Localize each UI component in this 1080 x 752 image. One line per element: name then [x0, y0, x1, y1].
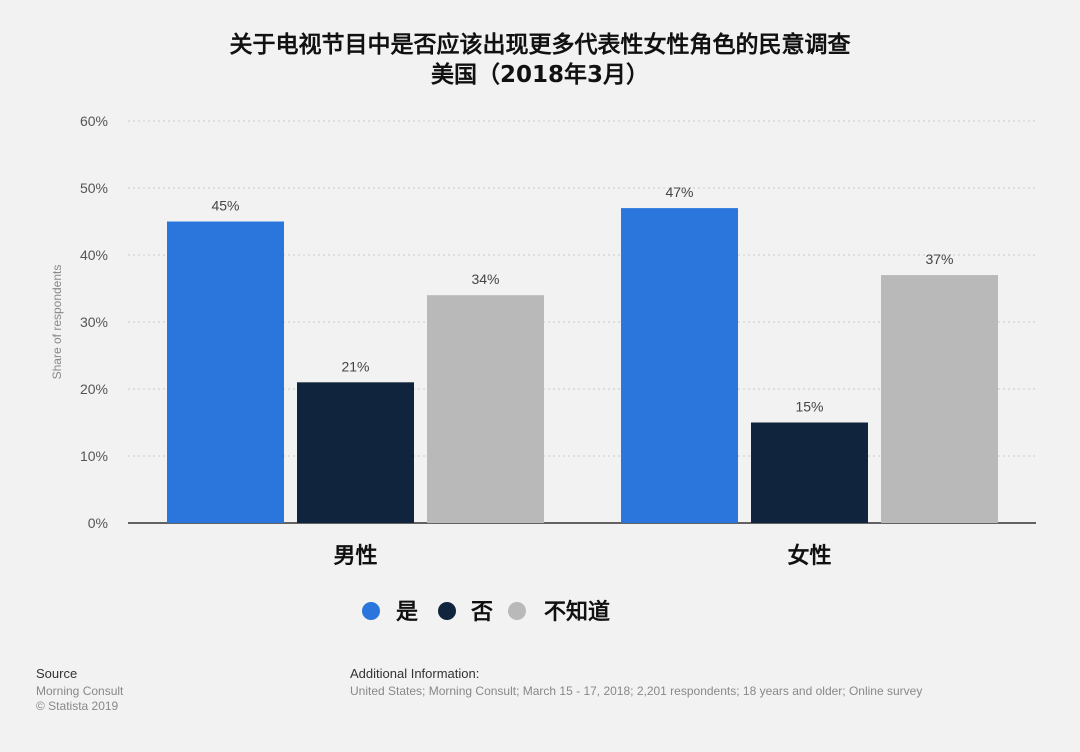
bar-1-1 [167, 221, 284, 523]
chart-title: 关于电视节目中是否应该出现更多代表性女性角色的民意调查 美国（2018年3月） [0, 30, 1080, 90]
bar-2-2 [751, 422, 868, 523]
legend-label: 不知道 [544, 599, 610, 625]
y-tick-label: 30% [80, 314, 108, 330]
chart-subtitle: 美国（2018年3月） [430, 62, 650, 88]
legend-marker [362, 602, 380, 620]
legend-marker [438, 602, 456, 620]
bar-2-3 [881, 275, 998, 523]
data-label: 45% [211, 198, 239, 214]
y-tick-label: 20% [80, 381, 108, 397]
legend-label: 是 [396, 600, 418, 625]
y-tick-label: 10% [80, 448, 108, 464]
y-tick-label: 50% [80, 180, 108, 196]
info-title: Additional Information: [350, 666, 480, 681]
y-tick-label: 40% [80, 247, 108, 263]
y-axis-label: Share of respondents [50, 265, 64, 380]
bar-1-3 [427, 295, 544, 523]
chart-title-main: 关于电视节目中是否应该出现更多代表性女性角色的民意调查 [229, 32, 851, 58]
source-line-1: Morning Consult [36, 684, 124, 698]
data-label: 34% [471, 271, 499, 287]
data-label: 15% [795, 399, 823, 415]
y-tick-label: 0% [88, 515, 108, 531]
legend-label: 否 [470, 600, 493, 625]
category-label: 女性 [787, 543, 831, 569]
info-text: United States; Morning Consult; March 15… [350, 684, 923, 698]
bar-1-2 [297, 382, 414, 523]
category-label: 男性 [333, 544, 377, 569]
data-label: 47% [665, 184, 693, 200]
bar-2-1 [621, 208, 738, 523]
legend-marker [508, 602, 526, 620]
source-line-2: © Statista 2019 [36, 699, 119, 713]
data-label: 37% [925, 251, 953, 267]
data-label: 21% [341, 358, 369, 374]
source-title: Source [36, 666, 78, 681]
y-tick-label: 60% [80, 113, 108, 129]
